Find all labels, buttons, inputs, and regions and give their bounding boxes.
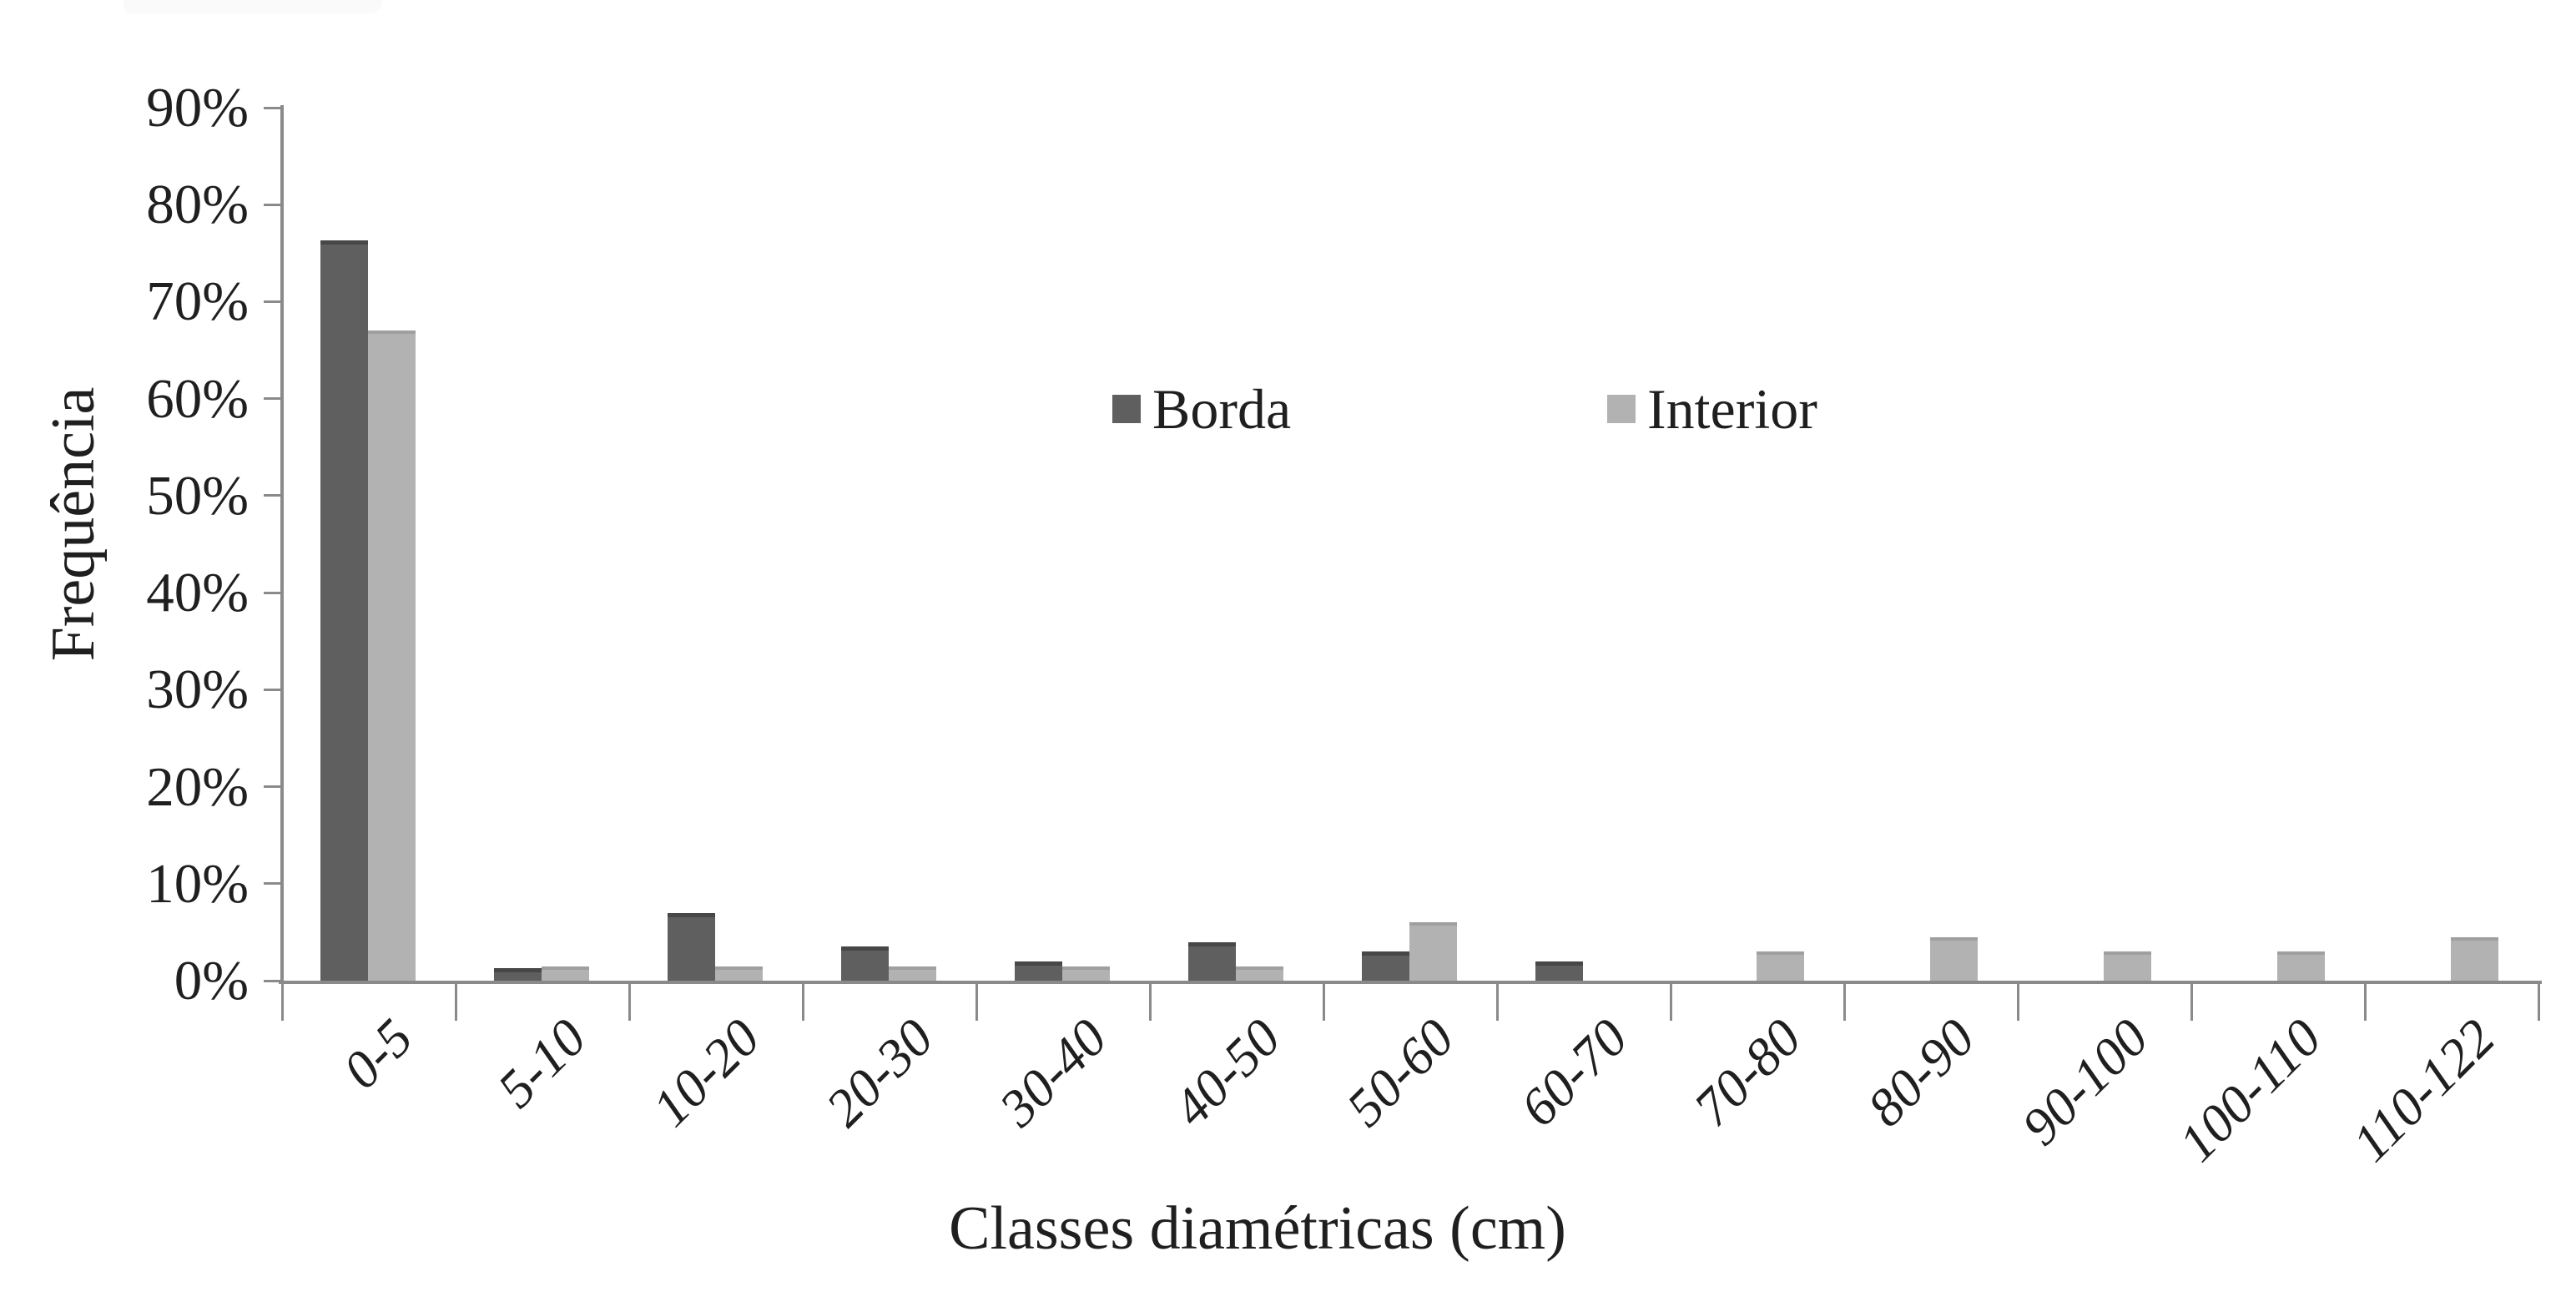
interior-legend-marker-icon <box>1607 395 1636 423</box>
x-tick-label: 0-5 <box>330 1007 424 1100</box>
x-axis-tick <box>1495 984 1499 1021</box>
bar-borda-30-40 <box>1015 961 1062 981</box>
bar-interior-50-60 <box>1409 922 1457 981</box>
x-axis-tick <box>1843 984 1846 1021</box>
x-tick-label: 100-110 <box>2167 1007 2333 1173</box>
x-tick-label: 60-70 <box>1508 1007 1639 1138</box>
y-tick-label: 0% <box>174 950 249 1012</box>
x-tick-label: 50-60 <box>1334 1007 1465 1138</box>
x-tick-label: 20-30 <box>814 1007 945 1138</box>
x-axis-tick <box>280 984 284 1021</box>
y-tick-label: 10% <box>146 852 249 915</box>
y-tick-label: 80% <box>146 174 249 236</box>
y-tick-label: 20% <box>146 755 249 818</box>
x-axis-line <box>279 981 2542 984</box>
y-axis-tick <box>264 591 280 594</box>
cropped-artifact <box>124 0 382 13</box>
bar-borda-20-30 <box>841 946 889 981</box>
bar-interior-80-90 <box>1930 937 1978 981</box>
y-axis-tick <box>264 494 280 497</box>
y-axis-line <box>280 105 284 984</box>
bar-interior-110-122 <box>2451 937 2498 981</box>
x-axis-tick <box>801 984 804 1021</box>
x-axis-tick <box>628 984 631 1021</box>
bar-borda-10-20 <box>668 913 715 981</box>
x-axis-tick <box>1148 984 1152 1021</box>
y-axis-tick <box>264 688 280 691</box>
bar-interior-20-30 <box>889 966 936 981</box>
legend-label-interior: Interior <box>1647 377 1817 441</box>
bar-interior-0-5 <box>368 331 416 981</box>
y-axis-tick <box>264 203 280 206</box>
x-tick-label: 10-20 <box>640 1007 771 1138</box>
legend-item-interior: Interior <box>1607 377 1817 441</box>
bar-interior-10-20 <box>715 966 763 981</box>
bar-interior-100-110 <box>2277 951 2325 981</box>
x-tick-label: 40-50 <box>1161 1007 1292 1138</box>
bar-interior-30-40 <box>1062 966 1110 981</box>
x-axis-tick <box>1669 984 1672 1021</box>
x-axis-tick <box>2190 984 2193 1021</box>
x-axis-tick <box>1322 984 1325 1021</box>
x-tick-label: 70-80 <box>1681 1007 1812 1138</box>
y-tick-label: 60% <box>146 367 249 430</box>
x-axis-tick <box>2363 984 2367 1021</box>
y-tick-label: 70% <box>146 270 249 333</box>
legend-item-borda: Borda <box>1112 377 1291 441</box>
y-axis-tick <box>264 300 280 303</box>
bar-interior-70-80 <box>1757 951 1804 981</box>
y-axis-tick <box>264 979 280 982</box>
x-axis-tick <box>975 984 978 1021</box>
x-tick-label: 5-10 <box>486 1007 597 1119</box>
bar-borda-50-60 <box>1362 951 1409 981</box>
y-axis-tick <box>264 882 280 886</box>
x-axis-tick <box>2537 984 2540 1021</box>
y-axis-tick <box>264 785 280 789</box>
bar-interior-40-50 <box>1236 966 1283 981</box>
y-axis-tick <box>264 397 280 401</box>
y-tick-label: 90% <box>146 77 249 139</box>
bar-interior-5-10 <box>542 966 589 981</box>
x-tick-label: 80-90 <box>1855 1007 1986 1138</box>
y-tick-label: 50% <box>146 464 249 527</box>
bar-interior-90-100 <box>2104 951 2151 981</box>
plot-area <box>284 108 2538 981</box>
legend-label-borda: Borda <box>1152 377 1292 441</box>
bar-borda-5-10 <box>494 968 542 981</box>
x-tick-label: 90-100 <box>2010 1007 2160 1157</box>
bar-borda-60-70 <box>1535 961 1583 981</box>
x-tick-label: 30-40 <box>987 1007 1118 1138</box>
y-axis-tick <box>264 106 280 109</box>
x-axis-tick <box>2016 984 2019 1021</box>
bar-borda-0-5 <box>320 240 368 981</box>
x-axis-tick <box>454 984 457 1021</box>
y-tick-label: 40% <box>146 562 249 624</box>
x-axis-title: Classes diamétricas (cm) <box>949 1194 1566 1263</box>
x-tick-label: 110-122 <box>2341 1007 2507 1173</box>
bar-borda-40-50 <box>1188 942 1236 981</box>
borda-legend-marker-icon <box>1112 395 1141 423</box>
y-tick-label: 30% <box>146 659 249 721</box>
